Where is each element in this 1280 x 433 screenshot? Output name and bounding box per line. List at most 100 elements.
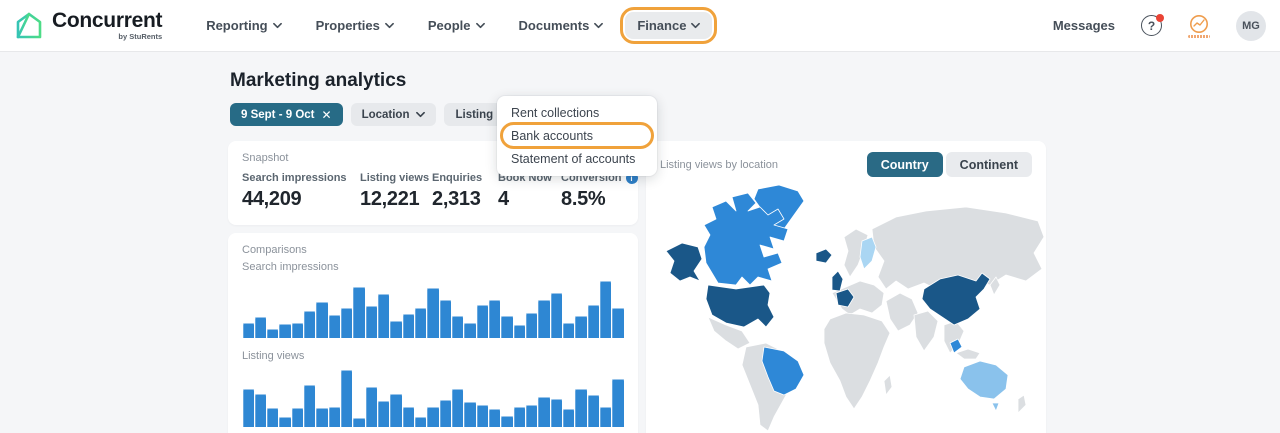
- toggle-continent[interactable]: Continent: [945, 152, 1032, 177]
- bar: [328, 407, 341, 427]
- bar: [279, 416, 291, 427]
- map-region-canada[interactable]: [703, 192, 789, 286]
- toggle-country[interactable]: Country: [866, 152, 943, 177]
- bar: [526, 405, 538, 427]
- concurrent-house-icon: [16, 12, 42, 38]
- notification-dot: [1156, 14, 1164, 22]
- nav-item-reporting[interactable]: Reporting: [194, 12, 293, 39]
- question-mark: ?: [1147, 18, 1156, 33]
- map-region-tasmania[interactable]: [991, 402, 1000, 412]
- nav-item-people[interactable]: People: [416, 12, 497, 39]
- nav-item-documents[interactable]: Documents: [507, 12, 616, 39]
- bar: [452, 316, 464, 338]
- bar: [341, 370, 353, 427]
- metric-conversion: Conversion i 8.5%: [561, 172, 641, 211]
- map-region-middle-east[interactable]: [885, 292, 919, 332]
- bar: [612, 378, 624, 427]
- map-region-france[interactable]: [835, 288, 855, 308]
- orange-logo-icon[interactable]: [1188, 14, 1210, 38]
- metric-search-impressions: Search impressions 44,209: [242, 172, 347, 210]
- menu-item-rent-collections[interactable]: Rent collections: [511, 105, 600, 120]
- bar: [254, 317, 267, 338]
- world-choropleth-map[interactable]: [646, 183, 1046, 433]
- bar: [402, 313, 415, 338]
- search-impressions-chart-label: Search impressions: [242, 261, 339, 273]
- map-region-australia[interactable]: [959, 360, 1009, 400]
- map-region-usa[interactable]: [705, 284, 775, 328]
- bar: [439, 400, 452, 427]
- listing-views-bar-chart: [242, 370, 624, 427]
- menu-item-statement-of-accounts[interactable]: Statement of accounts: [511, 151, 636, 166]
- map-region-china[interactable]: [921, 272, 991, 326]
- bar: [550, 292, 563, 338]
- bar: [538, 396, 550, 427]
- help-icon[interactable]: ?: [1141, 14, 1164, 36]
- map-region-greenland[interactable]: [753, 184, 805, 230]
- bar: [291, 408, 304, 427]
- map-region-africa[interactable]: [823, 312, 891, 410]
- bar: [563, 408, 575, 427]
- nav-label: Documents: [518, 18, 590, 33]
- metric-book-now: Book Now 4: [498, 172, 552, 210]
- location-filter[interactable]: Location: [350, 103, 437, 126]
- bar: [550, 399, 563, 427]
- map-scope-toggle: Country Continent: [866, 152, 1032, 177]
- map-region-iceland[interactable]: [815, 248, 833, 264]
- header-right-group: Messages ? MG: [1052, 10, 1266, 41]
- bar: [254, 393, 267, 427]
- chevron-down-icon: [384, 21, 394, 30]
- bar: [402, 407, 415, 427]
- chevron-down-icon: [691, 21, 701, 30]
- bar: [575, 389, 587, 427]
- bar: [513, 324, 526, 338]
- bar: [242, 388, 254, 427]
- bar: [489, 408, 501, 427]
- map-region-japan[interactable]: [989, 276, 1001, 296]
- nav-item-finance[interactable]: Finance: [620, 7, 718, 44]
- chevron-down-icon: [272, 21, 282, 30]
- nav-label: Finance: [637, 18, 687, 33]
- bar: [587, 304, 600, 338]
- map-region-new-zealand[interactable]: [1017, 394, 1027, 414]
- avatar[interactable]: MG: [1236, 10, 1266, 41]
- map-region-finland[interactable]: [859, 236, 877, 270]
- date-range-label: 9 Sept - 9 Oct: [241, 108, 315, 121]
- map-region-brazil[interactable]: [761, 346, 805, 396]
- page-title: Marketing analytics: [230, 70, 407, 91]
- bar: [353, 418, 365, 427]
- bar: [439, 299, 452, 338]
- messages-link[interactable]: Messages: [1052, 18, 1115, 33]
- metric-listing-views: Listing views 12,221: [360, 172, 430, 210]
- chevron-down-icon: [475, 21, 485, 30]
- map-region-madagascar[interactable]: [883, 374, 893, 396]
- search-impressions-bar-chart: [242, 281, 624, 338]
- map-region-malaysia[interactable]: [949, 338, 963, 354]
- nav-label: People: [427, 18, 471, 33]
- chevron-down-icon: [594, 21, 604, 30]
- date-range-filter[interactable]: 9 Sept - 9 Oct ✕: [230, 103, 343, 126]
- bar: [464, 401, 476, 427]
- map-card: Listing views by location Country Contin…: [646, 141, 1046, 433]
- main-nav: Reporting Properties People Documents Fi…: [194, 7, 718, 44]
- menu-item-bank-accounts[interactable]: Bank accounts: [497, 122, 657, 149]
- map-region-alaska[interactable]: [665, 242, 703, 282]
- map-region-mexico[interactable]: [707, 316, 751, 350]
- bar: [242, 323, 254, 338]
- map-card-label: Listing views by location: [660, 158, 779, 171]
- finance-dropdown-menu: Rent collections Bank accounts Statement…: [497, 96, 657, 176]
- map-region-india[interactable]: [913, 310, 939, 352]
- bar: [415, 416, 427, 427]
- location-label: Location: [361, 108, 410, 121]
- nav-item-properties[interactable]: Properties: [304, 12, 406, 39]
- map-region-indonesia[interactable]: [955, 348, 981, 360]
- bar: [575, 316, 587, 338]
- bar: [452, 388, 464, 427]
- brand-logo[interactable]: Concurrent by StuRents: [14, 10, 162, 42]
- map-region-uk[interactable]: [831, 270, 844, 292]
- bar: [427, 407, 439, 427]
- brand-byline: by StuRents: [118, 31, 163, 41]
- bar: [365, 305, 378, 338]
- bar: [501, 415, 513, 427]
- bar: [267, 328, 279, 338]
- close-icon[interactable]: ✕: [321, 107, 332, 122]
